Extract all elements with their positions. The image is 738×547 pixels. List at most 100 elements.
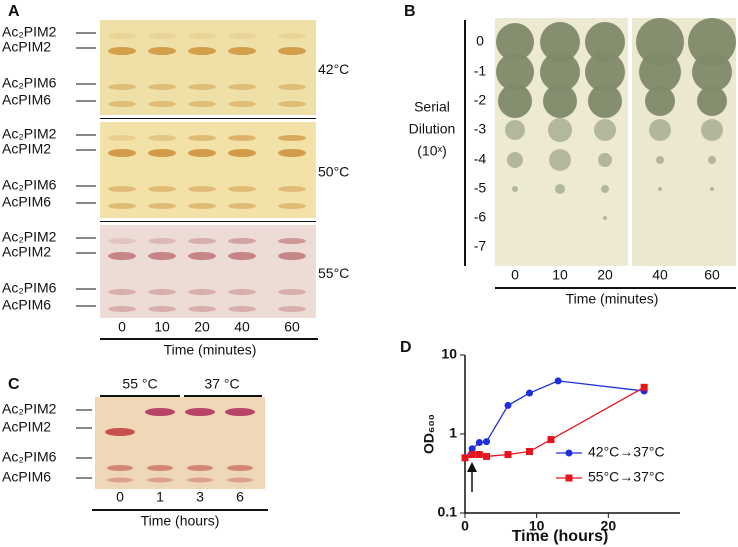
dilution-label: -2 [474, 92, 487, 108]
legend-marker [565, 474, 573, 482]
band [147, 465, 173, 471]
band-label: Ac₂PIM6 [2, 75, 57, 91]
panel-label: A [8, 3, 20, 20]
band [108, 135, 136, 141]
band [278, 101, 306, 107]
band-label: Ac₂PIM6 [2, 177, 57, 193]
band [188, 33, 216, 39]
colony-spot [656, 156, 664, 164]
colony-spot [603, 216, 607, 220]
x-tick-label: 20 [601, 518, 617, 534]
dilution-label: -4 [474, 151, 487, 167]
band [108, 186, 136, 192]
band [145, 408, 175, 416]
header: 37 °C [204, 376, 239, 392]
header: 55 °C [122, 376, 157, 392]
colony-spot [549, 149, 571, 171]
band [228, 186, 256, 192]
lane-label: 1 [156, 489, 164, 505]
panel-label: C [8, 376, 20, 393]
data-point [504, 451, 512, 459]
colony-spot [697, 86, 727, 116]
colony-spot [649, 119, 671, 141]
band [148, 149, 176, 157]
band-label: AcPIM6 [2, 194, 51, 210]
data-point [468, 451, 476, 459]
colony-spot [594, 119, 616, 141]
band [228, 203, 256, 209]
temperature-label: 42°C [318, 61, 349, 77]
lane-label: 10 [154, 319, 170, 335]
data-point [547, 436, 555, 444]
band [105, 428, 135, 436]
band-label: AcPIM6 [2, 92, 51, 108]
band-label: Ac₂PIM6 [2, 449, 57, 465]
arrow-head [467, 462, 477, 472]
colony-spot [688, 18, 736, 66]
legend-label: 42°C→37°C [588, 444, 665, 460]
colony-spot [701, 119, 723, 141]
band [278, 289, 306, 295]
band [108, 149, 136, 157]
legend-label: 55°C→37°C [588, 469, 665, 485]
data-point [554, 377, 562, 385]
band-label: AcPIM2 [2, 39, 51, 55]
y-axis-label: OD₆₀₀ [421, 414, 437, 454]
y-label: Dilution [409, 121, 456, 137]
band [188, 101, 216, 107]
dilution-label: -7 [474, 238, 487, 254]
band [278, 186, 306, 192]
colony-spot [598, 153, 612, 167]
y-tick-label: 10 [441, 346, 457, 362]
colony-spot [639, 51, 681, 93]
band [227, 477, 253, 483]
legend-marker [565, 449, 573, 457]
band [107, 477, 133, 483]
dilution-label: -5 [474, 180, 487, 196]
band [188, 203, 216, 209]
band-label: AcPIM2 [2, 419, 51, 435]
band [228, 238, 256, 244]
data-point [526, 389, 533, 397]
band [148, 101, 176, 107]
axis-label: Time (minutes) [164, 342, 257, 358]
panel-label: B [404, 3, 416, 20]
band-label: AcPIM2 [2, 244, 51, 260]
temperature-label: 50°C [318, 164, 349, 180]
lane-label: 6 [236, 489, 244, 505]
band [108, 252, 136, 260]
band [188, 47, 216, 55]
band [147, 477, 173, 483]
band [148, 186, 176, 192]
colony-spot [555, 184, 565, 194]
lane-label: 40 [652, 267, 668, 283]
colony-spot [585, 22, 625, 62]
band [148, 306, 176, 312]
y-tick-label: 1 [449, 425, 457, 441]
lane-label: 3 [196, 489, 204, 505]
band [148, 84, 176, 90]
band-label: AcPIM6 [2, 469, 51, 485]
colony-spot [588, 84, 622, 118]
band [228, 149, 256, 157]
y-tick-label: 0.1 [438, 504, 458, 520]
band [225, 408, 255, 416]
colony-spot [548, 118, 572, 142]
band [227, 465, 253, 471]
band-label: AcPIM6 [2, 297, 51, 313]
band [148, 135, 176, 141]
band [278, 47, 306, 55]
band [187, 465, 213, 471]
band [188, 135, 216, 141]
dilution-label: 0 [476, 33, 484, 49]
x-tick-label: 0 [461, 518, 469, 534]
band [148, 238, 176, 244]
x-axis-label: Time (hours) [512, 528, 609, 545]
band [228, 306, 256, 312]
band-label: Ac₂PIM6 [2, 280, 57, 296]
data-point [526, 448, 533, 456]
temperature-label: 55°C [318, 265, 349, 281]
band [278, 252, 306, 260]
colony-spot [540, 52, 580, 92]
